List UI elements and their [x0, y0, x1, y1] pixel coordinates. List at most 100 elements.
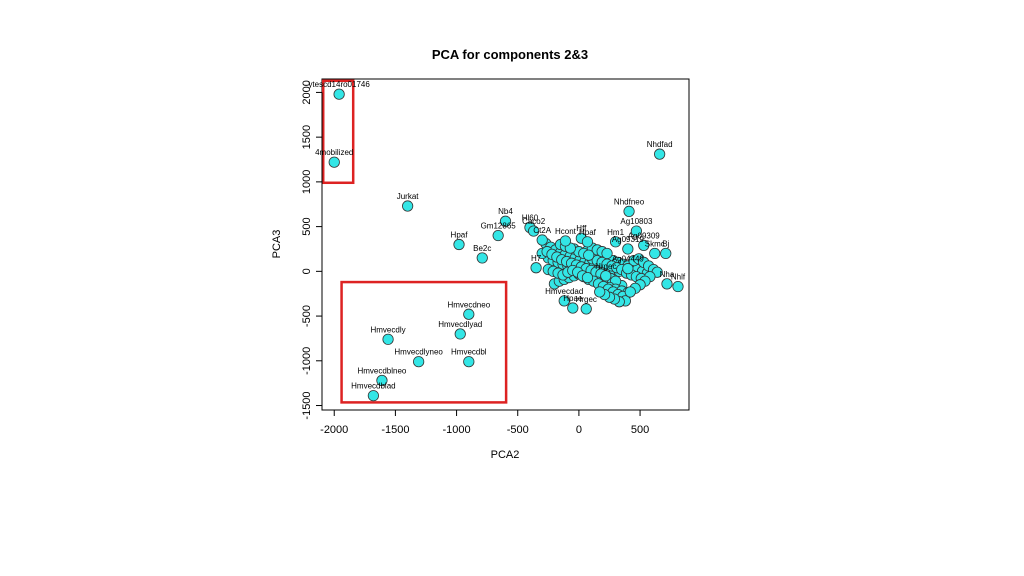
data-point: [654, 148, 666, 160]
point-label: Ag10803: [620, 217, 653, 226]
data-point: [463, 356, 475, 368]
data-point: [609, 236, 622, 248]
x-axis-label: PCA2: [491, 449, 520, 461]
point-label: Ag09309: [628, 231, 661, 240]
y-tick-label: 1000: [301, 170, 313, 194]
data-point: [530, 262, 542, 274]
data-point: [649, 247, 661, 260]
chart-title: PCA for components 2&3: [432, 47, 588, 62]
data-point: [581, 271, 594, 284]
point-label: Nb4: [498, 207, 513, 216]
point-label: Nhdfad: [647, 140, 673, 149]
point-label: Hmvecdlyneo: [394, 348, 443, 357]
data-point: [660, 247, 672, 260]
x-tick-label: -2000: [320, 424, 348, 436]
data-point: [638, 239, 650, 251]
point-label: Hmvecdly: [370, 325, 405, 334]
point-label: Hl60: [522, 214, 539, 223]
data-point: [661, 278, 673, 290]
point-label: Skmc: [645, 239, 665, 248]
point-label: Jurkat: [397, 192, 420, 201]
point-label: Ag09319: [612, 235, 645, 244]
data-point: [376, 374, 388, 387]
data-point: [581, 236, 594, 248]
x-tick-label: -1000: [442, 424, 470, 436]
data-point: [672, 280, 684, 293]
point-label: Hmvecdblad: [351, 382, 395, 391]
data-point: [454, 328, 466, 340]
data-point: [601, 247, 613, 260]
point-label: Hmvecdblneo: [357, 366, 406, 375]
y-tick-label: 500: [301, 217, 313, 235]
x-tick-label: 500: [631, 424, 649, 436]
point-label: Hpaf: [451, 231, 469, 240]
point-label: Hmvecdlyad: [438, 320, 482, 329]
y-axis-label: PCA3: [271, 230, 283, 259]
data-point: [463, 308, 475, 320]
data-point: [333, 88, 345, 100]
point-label: Hpaf: [579, 228, 597, 237]
point-label: Hrgec: [595, 262, 616, 271]
highlight-box: [340, 280, 508, 404]
data-point: [559, 235, 572, 247]
point-label: Be2c: [473, 244, 491, 253]
point-label: Hmvecdad: [545, 287, 583, 296]
point-label: Gm12865: [481, 222, 517, 231]
point-label: Hmvecdbl: [451, 348, 487, 357]
y-tick-label: 2000: [301, 80, 313, 104]
data-point: [382, 333, 394, 345]
data-point: [580, 303, 592, 315]
data-point: [594, 286, 606, 298]
x-axis: -2000 -1500 -1000 -500 0 500: [320, 409, 649, 436]
point-label: Hrgec: [576, 295, 597, 304]
data-point: [453, 238, 465, 251]
point-label: ytescd14ro01746: [308, 80, 370, 89]
point-label: Hcont: [555, 227, 577, 236]
data-point: [558, 295, 570, 307]
data-point: [630, 225, 642, 237]
data-point: [583, 249, 595, 261]
point-label: Bj: [662, 239, 669, 248]
point-label: Ct2A: [533, 226, 551, 235]
data-point: [499, 215, 512, 227]
highlight-boxes: [321, 79, 508, 404]
point-label: H7: [531, 254, 542, 263]
data-point: [624, 286, 636, 298]
labeled-points: ytescd14ro01746 4mobilized Jurkat Nb4 Hl60Ca…: [308, 80, 686, 402]
y-tick-label: -1000: [301, 347, 313, 375]
point-label: Caco2: [522, 217, 546, 226]
point-label: Nhdfneo: [614, 197, 645, 206]
point-label: Nha: [660, 270, 675, 279]
y-tick-label: -1500: [301, 391, 313, 419]
data-point: [492, 229, 504, 242]
data-point: [600, 270, 612, 282]
point-label: Hpae: [563, 294, 583, 303]
x-tick-label: 0: [576, 424, 582, 436]
data-point: [367, 390, 379, 402]
data-point: [328, 156, 340, 168]
data-point: [622, 263, 634, 275]
data-point: [402, 200, 414, 212]
data-point: [528, 225, 540, 237]
y-axis: -1500 -1000 -500 0 500 1000 1500 2000: [301, 80, 323, 420]
y-tick-label: 0: [301, 268, 313, 274]
highlight-box: [321, 79, 355, 185]
point-label: Hm1: [607, 228, 624, 237]
y-tick-label: 1500: [301, 125, 313, 149]
point-label: Nhlf: [671, 273, 686, 282]
data-point: [567, 302, 579, 314]
data-point: [623, 205, 635, 217]
x-tick-label: -500: [507, 424, 529, 436]
point-label: Ag04449: [612, 255, 645, 264]
point-label: Hff: [576, 224, 587, 233]
point-label: 4mobilized: [315, 148, 353, 157]
data-point: [413, 356, 425, 368]
point-label: Hmvecdneo: [447, 300, 490, 309]
unlabeled-points: [536, 238, 663, 308]
data-point: [476, 252, 488, 264]
data-point: [622, 243, 634, 255]
data-point: [536, 234, 548, 246]
x-tick-label: -1500: [381, 424, 409, 436]
y-tick-label: -500: [301, 305, 313, 327]
